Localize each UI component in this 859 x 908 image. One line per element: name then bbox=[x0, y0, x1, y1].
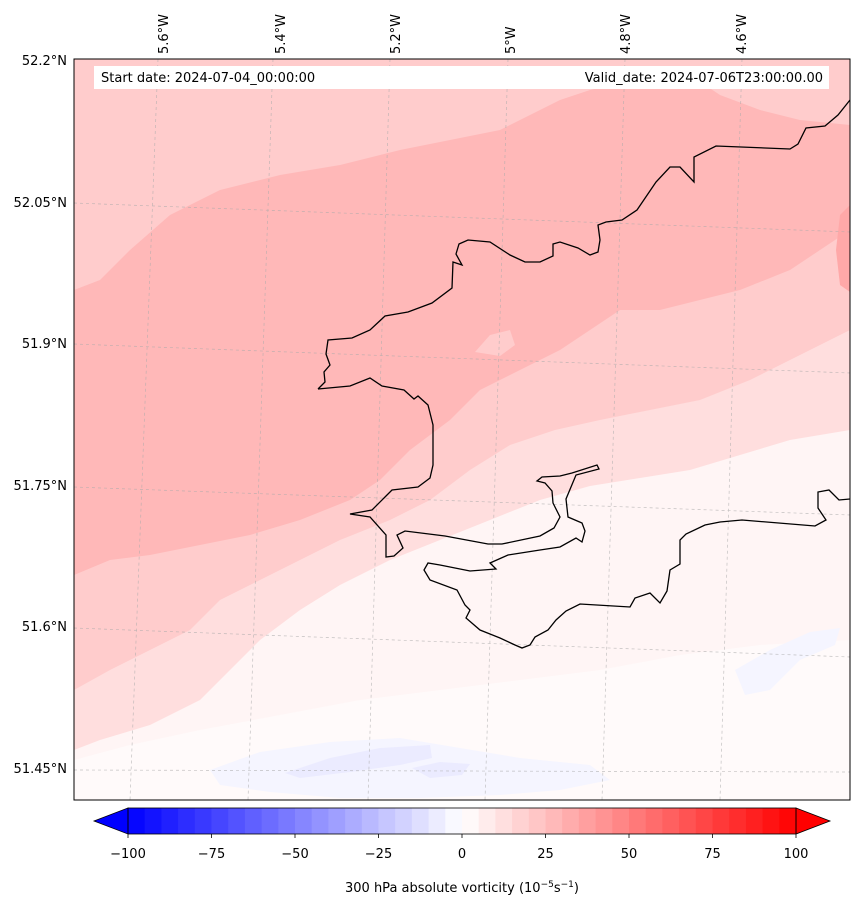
colorbar-segments bbox=[128, 808, 797, 834]
colorbar-segment bbox=[395, 808, 413, 834]
colorbar-tick-label: 75 bbox=[704, 847, 721, 862]
colorbar-segment bbox=[528, 808, 547, 834]
colorbar-segment bbox=[712, 808, 730, 834]
lat-label-52-05n: 52.05°N bbox=[14, 196, 67, 211]
colorbar-segment bbox=[562, 808, 580, 834]
colorbar-segment bbox=[578, 808, 597, 834]
lon-label-4-6w: 4.6°W bbox=[735, 14, 750, 54]
coastline bbox=[317, 99, 850, 390]
header-box: Start date: 2024-07-04_00:00:00 Valid_da… bbox=[94, 66, 829, 89]
lat-label-51-45n: 51.45°N bbox=[14, 762, 67, 777]
lon-label-5-4w: 5.4°W bbox=[274, 14, 289, 54]
colorbar-tick-label: −50 bbox=[281, 847, 308, 862]
longitude-labels: 5.6°W 5.4°W 5.2°W 5°W 4.8°W 4.6°W bbox=[157, 14, 750, 54]
map-frame bbox=[73, 58, 851, 801]
colorbar-segment bbox=[462, 808, 480, 834]
valid-date-label: Valid_date: 2024-07-06T23:00:00.00 bbox=[585, 71, 823, 86]
colorbar-segment bbox=[378, 808, 396, 834]
contour-band-25 bbox=[74, 75, 850, 575]
contour-patch-right bbox=[836, 205, 850, 292]
contour-negative-3 bbox=[735, 628, 840, 695]
colorbar-segment bbox=[512, 808, 530, 834]
colorbar-tick-label: −100 bbox=[110, 847, 146, 862]
colorbar-segment bbox=[244, 808, 263, 834]
colorbar-segment bbox=[779, 808, 797, 834]
colorbar-segment bbox=[278, 808, 296, 834]
colorbar-segment bbox=[144, 808, 162, 834]
colorbar-segment bbox=[745, 808, 764, 834]
lon-label-5-2w: 5.2°W bbox=[389, 14, 404, 54]
colorbar-segment bbox=[612, 808, 630, 834]
colorbar-segment bbox=[495, 808, 513, 834]
lat-label-51-6n: 51.6°N bbox=[22, 620, 67, 635]
colorbar-tick-label: 0 bbox=[458, 847, 466, 862]
coastline-south bbox=[317, 377, 850, 649]
colorbar: −100 −75 −50 −25 0 25 50 75 100 300 hPa absolute… bbox=[92, 807, 832, 896]
contour-negative-4 bbox=[412, 762, 470, 778]
colorbar-extend-high bbox=[795, 807, 832, 835]
colorbar-segment bbox=[411, 808, 430, 834]
colorbar-tick-label: 50 bbox=[621, 847, 638, 862]
colorbar-segment bbox=[695, 808, 714, 834]
colorbar-segment bbox=[645, 808, 663, 834]
colorbar-segment bbox=[295, 808, 313, 834]
lon-label-5-6w: 5.6°W bbox=[157, 14, 172, 54]
colorbar-segment bbox=[345, 808, 363, 834]
colorbar-segment bbox=[445, 808, 463, 834]
colorbar-segment bbox=[595, 808, 613, 834]
colorbar-segment bbox=[211, 808, 229, 834]
colorbar-segment bbox=[228, 808, 246, 834]
colorbar-ticks: −100 −75 −50 −25 0 25 50 75 100 bbox=[110, 834, 808, 862]
contour-island-1 bbox=[475, 330, 515, 356]
colorbar-segment bbox=[178, 808, 196, 834]
lat-label-51-75n: 51.75°N bbox=[14, 479, 67, 494]
colorbar-segment bbox=[679, 808, 697, 834]
lat-label-52-2n: 52.2°N bbox=[22, 54, 67, 69]
map-panel bbox=[74, 59, 850, 800]
colorbar-segment bbox=[161, 808, 179, 834]
colorbar-segment bbox=[361, 808, 380, 834]
contour-island-2 bbox=[780, 342, 798, 354]
start-date-label: Start date: 2024-07-04_00:00:00 bbox=[101, 71, 315, 86]
colorbar-segment bbox=[428, 808, 446, 834]
colorbar-segment bbox=[629, 808, 647, 834]
colorbar-segment bbox=[311, 808, 329, 834]
contour-negative-1 bbox=[210, 738, 610, 798]
colorbar-tick-label: 100 bbox=[784, 847, 809, 862]
colorbar-segment bbox=[662, 808, 680, 834]
lon-label-4-8w: 4.8°W bbox=[619, 14, 634, 54]
colorbar-tick-label: 25 bbox=[537, 847, 554, 862]
colorbar-tick-label: −25 bbox=[365, 847, 392, 862]
colorbar-tick-label: −75 bbox=[198, 847, 225, 862]
latitude-labels: 52.2°N 52.05°N 51.9°N 51.75°N 51.6°N 51.… bbox=[14, 54, 67, 777]
lat-label-51-9n: 51.9°N bbox=[22, 337, 67, 352]
colorbar-segment bbox=[478, 808, 496, 834]
colorbar-segment bbox=[261, 808, 279, 834]
colorbar-segment bbox=[328, 808, 346, 834]
colorbar-segment bbox=[545, 808, 563, 834]
contour-negative-2 bbox=[285, 745, 432, 778]
colorbar-segment bbox=[128, 808, 146, 834]
colorbar-extend-low bbox=[92, 807, 129, 835]
header-background bbox=[94, 66, 829, 89]
colorbar-segment bbox=[762, 808, 780, 834]
colorbar-title: 300 hPa absolute vorticity (10−5s−1) bbox=[345, 880, 579, 896]
colorbar-segment bbox=[194, 808, 213, 834]
lon-label-5w: 5°W bbox=[504, 26, 519, 54]
colorbar-segment bbox=[729, 808, 747, 834]
